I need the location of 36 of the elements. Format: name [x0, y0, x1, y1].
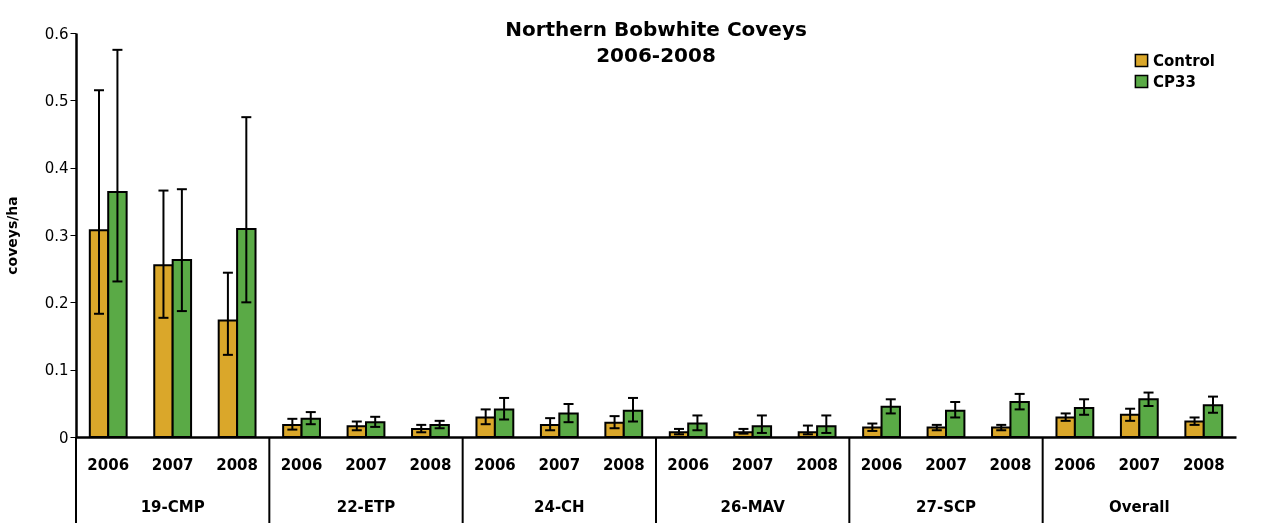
y-tick-label: 0 [58, 428, 69, 447]
x-tick-label: 2008 [602, 455, 645, 474]
y-tick-label: 0.6 [44, 24, 69, 43]
x-tick-label: 2006 [87, 455, 130, 474]
x-tick-label: 2007 [345, 455, 387, 474]
y-tick-label: 0.4 [44, 159, 69, 178]
legend-label: Control [1153, 51, 1216, 70]
x-tick-label: 2007 [925, 455, 967, 474]
text: 26-MAV [720, 498, 786, 516]
x-tick-label: 2006 [667, 455, 710, 474]
chart-title: Northern Bobwhite Coveys [505, 17, 807, 41]
x-tick-label: 2006 [280, 455, 323, 474]
y-tick-label: 0.1 [44, 361, 69, 380]
x-tick-label: 2008 [1182, 455, 1225, 474]
x-tick-label: 2006 [860, 455, 903, 474]
x-tick-label: 2006 [1054, 455, 1096, 474]
text: Overall [1109, 498, 1170, 516]
y-tick-label: 0.2 [44, 293, 69, 312]
x-tick-label: 2007 [1118, 455, 1161, 474]
x-tick-label: 2006 [474, 455, 516, 474]
x-tick-label: 2008 [216, 455, 258, 474]
text: 2006-2008 [596, 43, 716, 67]
x-tick-label: 2008 [796, 455, 838, 474]
x-tick-label: 2008 [409, 455, 452, 474]
text: 27-SCP [916, 498, 976, 516]
x-tick-label: 2007 [731, 455, 774, 474]
text: 19-CMP [140, 498, 205, 516]
y-tick-label: 0.5 [44, 91, 69, 110]
legend-label: CP33 [1153, 72, 1196, 91]
x-tick-label: 2008 [989, 455, 1032, 474]
text: 22-ETP [336, 498, 396, 516]
text: 24-CH [534, 498, 585, 516]
x-tick-label: 2007 [151, 455, 194, 474]
y-tick-label: 0.3 [44, 226, 69, 245]
y-axis-title: coveys/ha [3, 196, 20, 275]
x-tick-label: 2007 [538, 455, 581, 474]
